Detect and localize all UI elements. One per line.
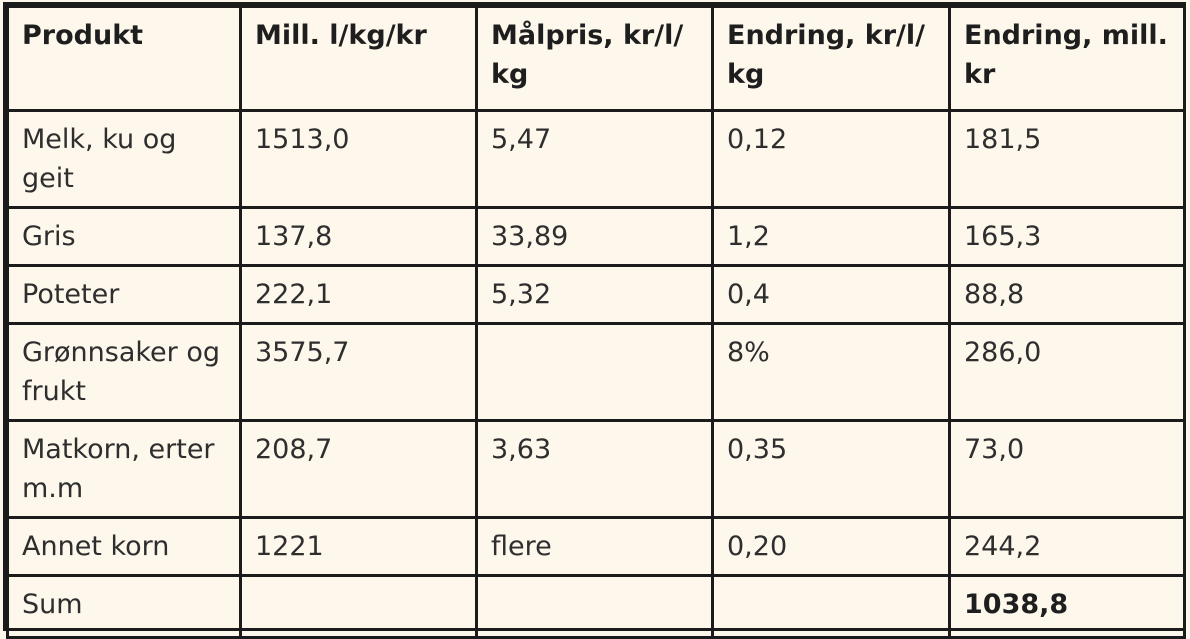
cell-endring-kr: 8% xyxy=(711,322,951,422)
table-row: Matkorn, erter m.m 208,7 3,63 0,35 73,0 xyxy=(6,419,1186,519)
header-malpris: Målpris, kr/l/ kg xyxy=(475,5,714,112)
header-endring-kr: Endring, kr/l/ kg xyxy=(711,5,951,112)
header-mill: Mill. l/kg/kr xyxy=(239,5,478,112)
price-table: Produkt Mill. l/kg/kr Målpris, kr/l/ kg … xyxy=(6,5,1186,639)
table-row-sum: Sum 1038,8 xyxy=(6,574,1186,639)
cell-endring-kr: 0,35 xyxy=(711,419,951,519)
cell-endring-kr: 0,12 xyxy=(711,109,951,209)
table-row: Poteter 222,1 5,32 0,4 88,8 xyxy=(6,264,1186,325)
header-endring-mill: Endring, mill. kr xyxy=(948,5,1186,112)
cell-malpris xyxy=(475,574,714,639)
cell-malpris: flere xyxy=(475,516,714,577)
header-produkt: Produkt xyxy=(6,5,242,112)
cell-endring-kr: 0,20 xyxy=(711,516,951,577)
cell-produkt: Grønnsaker og frukt xyxy=(6,322,242,422)
cell-malpris: 3,63 xyxy=(475,419,714,519)
cell-malpris xyxy=(475,322,714,422)
cell-mill xyxy=(239,574,478,639)
cell-malpris: 33,89 xyxy=(475,206,714,267)
cell-endring-kr xyxy=(711,574,951,639)
cell-mill: 222,1 xyxy=(239,264,478,325)
table-header-row: Produkt Mill. l/kg/kr Målpris, kr/l/ kg … xyxy=(6,5,1186,112)
cell-endring-mill: 165,3 xyxy=(948,206,1186,267)
price-table-container: Produkt Mill. l/kg/kr Målpris, kr/l/ kg … xyxy=(3,2,1186,639)
cell-sum-total: 1038,8 xyxy=(948,574,1186,639)
cell-malpris: 5,32 xyxy=(475,264,714,325)
cell-mill: 137,8 xyxy=(239,206,478,267)
cell-endring-mill: 244,2 xyxy=(948,516,1186,577)
table-row: Annet korn 1221 flere 0,20 244,2 xyxy=(6,516,1186,577)
cell-endring-mill: 286,0 xyxy=(948,322,1186,422)
cell-mill: 208,7 xyxy=(239,419,478,519)
cell-produkt: Sum xyxy=(6,574,242,639)
cell-endring-mill: 73,0 xyxy=(948,419,1186,519)
cell-produkt: Melk, ku og geit xyxy=(6,109,242,209)
table-row: Melk, ku og geit 1513,0 5,47 0,12 181,5 xyxy=(6,109,1186,209)
cell-produkt: Annet korn xyxy=(6,516,242,577)
cell-mill: 1513,0 xyxy=(239,109,478,209)
cell-produkt: Gris xyxy=(6,206,242,267)
cell-mill: 3575,7 xyxy=(239,322,478,422)
cell-produkt: Matkorn, erter m.m xyxy=(6,419,242,519)
table-row: Gris 137,8 33,89 1,2 165,3 xyxy=(6,206,1186,267)
cell-mill: 1221 xyxy=(239,516,478,577)
cell-produkt: Poteter xyxy=(6,264,242,325)
cell-endring-kr: 0,4 xyxy=(711,264,951,325)
table-row: Grønnsaker og frukt 3575,7 8% 286,0 xyxy=(6,322,1186,422)
cell-malpris: 5,47 xyxy=(475,109,714,209)
cell-endring-mill: 181,5 xyxy=(948,109,1186,209)
cell-endring-kr: 1,2 xyxy=(711,206,951,267)
cell-endring-mill: 88,8 xyxy=(948,264,1186,325)
